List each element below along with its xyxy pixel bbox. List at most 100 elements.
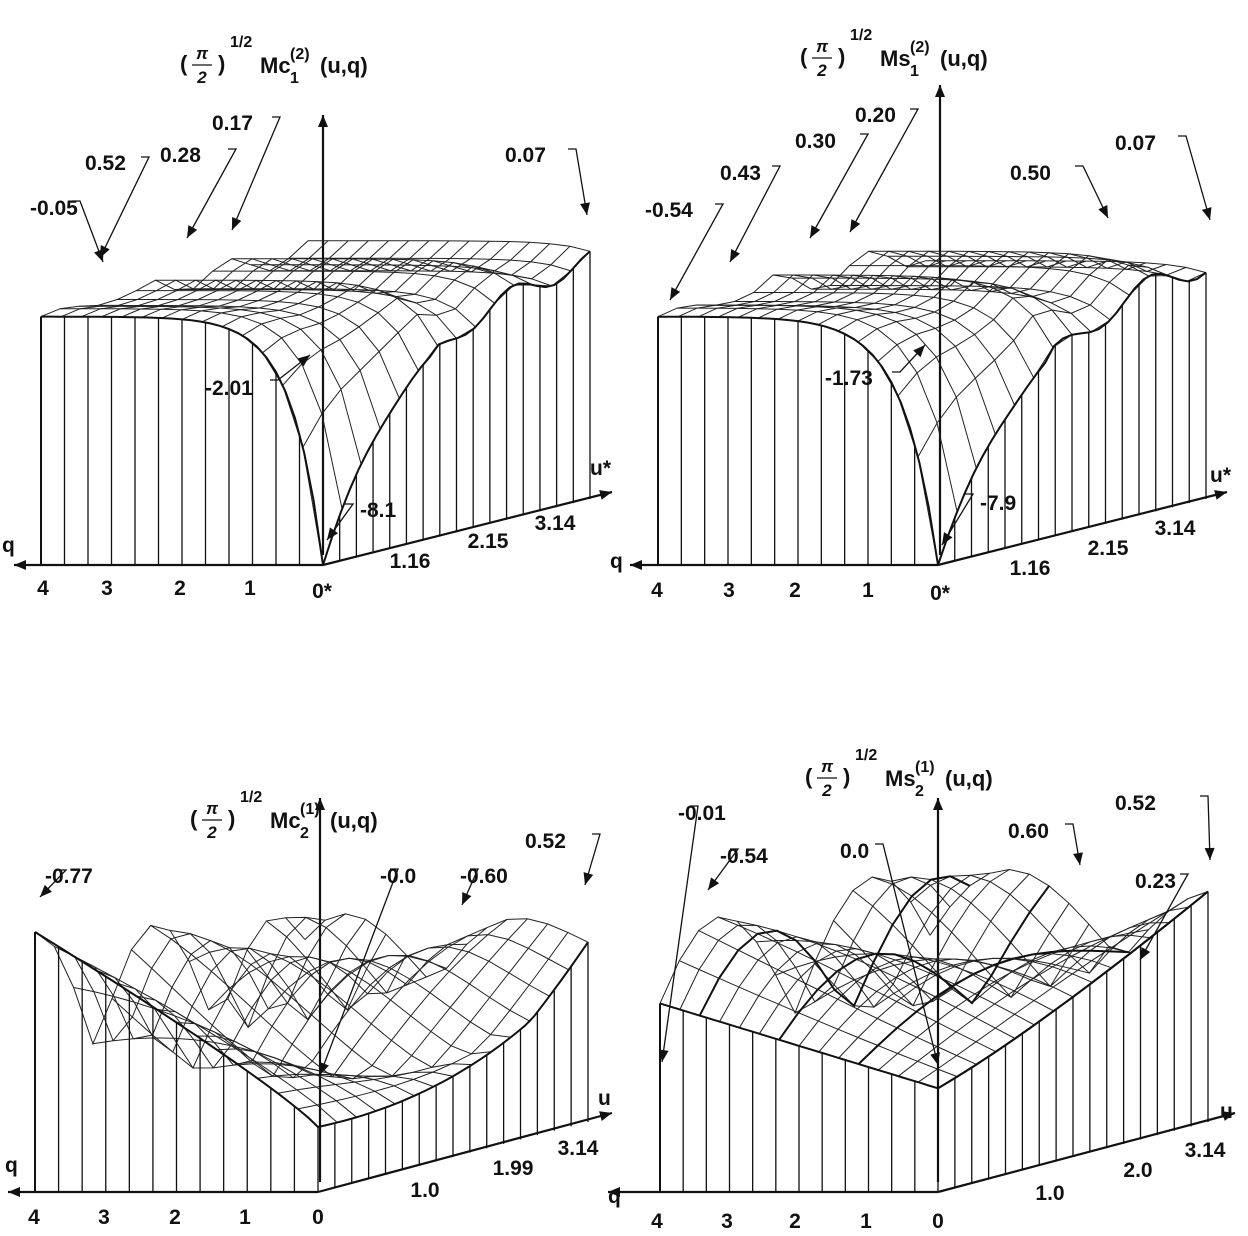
q-tick-label: 3 xyxy=(101,577,113,600)
annotation-arrow xyxy=(942,532,953,545)
surface-line-u xyxy=(282,243,551,386)
u-tick-label: 1.16 xyxy=(1010,557,1051,580)
u-tick-label: 1.99 xyxy=(493,1157,534,1180)
title-subscript: 1 xyxy=(290,70,299,87)
surface-line-u xyxy=(34,917,306,1046)
annotation-arrow xyxy=(1098,205,1108,218)
surface-line-q xyxy=(174,289,457,339)
annotation-arrow xyxy=(319,1062,329,1075)
annotation-label: 0.52 xyxy=(85,152,126,175)
u-tick-label: 2.15 xyxy=(1088,537,1129,560)
u-axis-head xyxy=(1222,1111,1235,1121)
title-two: 2 xyxy=(821,781,832,800)
annotation-leader xyxy=(1075,165,1109,219)
surface-line-u xyxy=(277,923,548,1094)
surface-line-u xyxy=(257,918,528,1079)
title-paren-open: ( xyxy=(190,806,198,831)
vertical-axis-head xyxy=(318,115,328,127)
q-tick-label: 0* xyxy=(312,580,333,603)
u-axis xyxy=(322,490,613,567)
q-axis-head xyxy=(630,560,642,570)
surface-line-u xyxy=(677,250,947,318)
title-pi: π xyxy=(196,44,209,63)
annotation-label: 0.23 xyxy=(1135,870,1176,893)
u-tick-label: 3.14 xyxy=(1155,517,1196,540)
title-function: Ms xyxy=(880,46,911,71)
title-paren-close: ) xyxy=(843,764,850,789)
q-tick-label: 2 xyxy=(174,577,186,600)
annotation-leader xyxy=(568,148,588,216)
annotation-arrow xyxy=(1204,847,1215,860)
surface-line-u xyxy=(242,241,510,337)
title-paren-close: ) xyxy=(838,44,845,69)
u-tick-label: 1.0 xyxy=(1035,1182,1064,1205)
surface-line-q xyxy=(136,290,419,371)
surface-line-u xyxy=(121,240,389,318)
surface-line-u xyxy=(737,250,1007,318)
annotation-arrow xyxy=(730,249,740,262)
annotation-arrow xyxy=(913,345,925,358)
annotation-leader xyxy=(1139,873,1190,961)
title-two: 2 xyxy=(206,823,217,842)
plot-mc2-1: 4 3 2 1 0 1.0 1.99 3.14 u q -0.77 -0.0 -0.60 0.52 (π 2)… xyxy=(5,789,613,1229)
surface-line-u xyxy=(222,240,490,328)
annotation-label: 0.60 xyxy=(1008,820,1049,843)
annotation-label: 0.07 xyxy=(1115,132,1156,155)
q-tick-label: 4 xyxy=(651,579,663,602)
u-tick-label: 3.14 xyxy=(1185,1139,1226,1162)
surface-line-u xyxy=(297,932,569,1110)
annotation-leader xyxy=(849,108,920,233)
surface-line-q xyxy=(794,958,1074,1014)
q-tick-label: 4 xyxy=(28,1206,40,1229)
annotation-leader xyxy=(729,165,782,263)
u-tick-label: 2.15 xyxy=(468,530,509,553)
annotation-leader xyxy=(809,133,870,239)
annotation-leader xyxy=(319,868,399,1076)
title-paren-open: ( xyxy=(800,44,808,69)
u-axis xyxy=(937,1111,1236,1194)
annotation-arrow xyxy=(580,202,590,215)
title-args: (u,q) xyxy=(940,46,988,71)
surface-line-q xyxy=(868,250,1149,277)
surface-line-u xyxy=(95,919,367,1053)
annotation-label: 0.52 xyxy=(1115,792,1156,815)
title-exponent: 1/2 xyxy=(240,789,262,806)
title-pi: π xyxy=(816,37,829,56)
q-tick-label: 2 xyxy=(169,1206,181,1229)
u-axis-label: u* xyxy=(590,457,612,480)
u-axis-head xyxy=(1214,490,1227,500)
right-edge xyxy=(322,250,591,566)
annotation-arrow xyxy=(850,219,861,232)
surface-line-u xyxy=(237,919,508,1080)
q-tick-label: 0* xyxy=(930,582,951,605)
surface-line-u xyxy=(897,911,1169,1077)
annotation-arrow xyxy=(100,245,110,258)
annotation-leader xyxy=(941,493,975,546)
surface-line-u xyxy=(302,245,571,448)
annotation-leader xyxy=(326,503,355,541)
annotation-leader xyxy=(231,116,281,231)
annotation-arrow xyxy=(327,527,339,540)
surface-line-u xyxy=(818,923,1090,1053)
surface-line-u xyxy=(40,240,309,318)
q-tick-label: 1 xyxy=(244,577,256,600)
title-exponent: 1/2 xyxy=(230,34,252,51)
surface-line-u xyxy=(917,898,1189,1083)
surface-line-q xyxy=(736,920,1016,1039)
surface-line-u xyxy=(878,929,1149,1071)
front-edge xyxy=(41,315,324,566)
title-subscript: 2 xyxy=(300,825,309,842)
front-edge xyxy=(658,315,939,566)
title-function: Mc xyxy=(260,53,291,78)
annotation-label: 0.28 xyxy=(160,144,201,167)
title-args: (u,q) xyxy=(945,766,993,791)
surface-line-u xyxy=(717,250,987,318)
front-edge xyxy=(659,1002,939,1090)
annotation-label: 0.07 xyxy=(505,144,546,167)
annotation-arrow xyxy=(810,225,821,238)
title-two: 2 xyxy=(196,68,207,87)
q-tick-label: 3 xyxy=(98,1206,110,1229)
annotation-label: 0.17 xyxy=(212,112,253,135)
title-superscript: (1) xyxy=(300,801,320,818)
annotation-leader xyxy=(186,148,238,239)
